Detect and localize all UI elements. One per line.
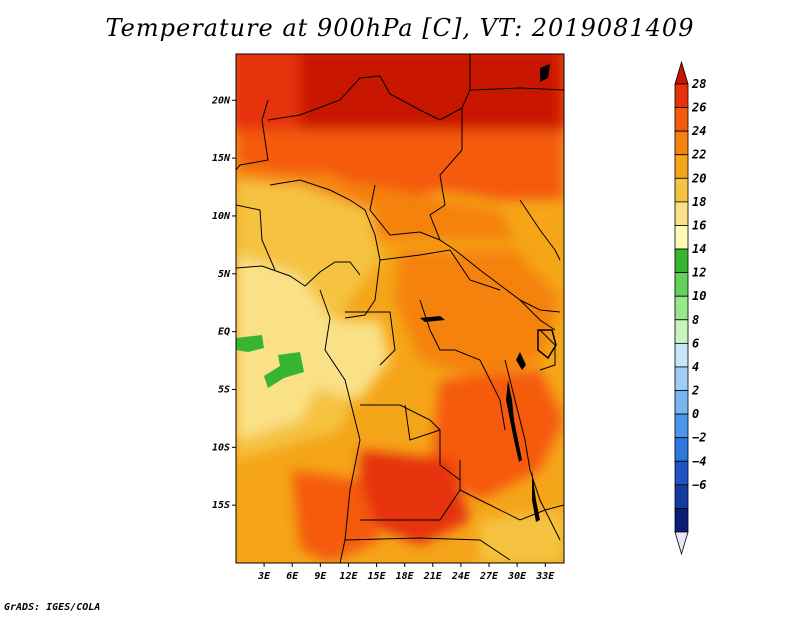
- grads-credit: GrADS: IGES/COLA: [4, 602, 101, 613]
- colorbar-swatch: [674, 484, 689, 509]
- lakes: [420, 64, 557, 522]
- colorbar-swatch: [674, 177, 689, 203]
- colorbar-label: 4: [692, 360, 699, 374]
- y-tick-label: 15S: [212, 500, 230, 511]
- colorbar-label: −4: [692, 454, 706, 468]
- colorbar-label: 16: [692, 218, 706, 232]
- colorbar-label: 2: [691, 384, 699, 398]
- colorbar-label: −6: [692, 478, 706, 492]
- x-tick-label: 30E: [507, 571, 527, 582]
- colorbar-swatch: [674, 342, 689, 368]
- x-tick-label: 6E: [286, 571, 299, 582]
- colorbar-label: 26: [691, 101, 706, 115]
- colorbar-top-arrow: [674, 60, 689, 85]
- y-tick-label: EQ: [218, 327, 230, 338]
- temperature-field: [236, 54, 564, 563]
- y-tick-label: 5S: [218, 384, 230, 395]
- x-tick-label: 21E: [423, 571, 443, 582]
- colorbar-label: −2: [692, 431, 706, 445]
- colorbar-swatch: [674, 508, 689, 533]
- y-tick-label: 20N: [211, 95, 231, 106]
- x-tick-label: 24E: [451, 571, 471, 582]
- x-tick-label: 18E: [396, 571, 415, 582]
- colorbar-label: 0: [692, 407, 699, 421]
- colorbar-swatch: [674, 154, 689, 179]
- colorbar-label: 10: [692, 289, 706, 303]
- colorbar-label: 8: [692, 313, 699, 327]
- longitude-axis: 3E 6E 9E 12E 15E 18E 21E 24E 27E 30E 33E: [257, 563, 555, 582]
- temperature-map: 3E 6E 9E 12E 15E 18E 21E 24E 27E 30E 33E 20N 15N 10N…: [211, 53, 706, 582]
- colorbar-swatch: [674, 272, 689, 297]
- x-tick-label: 9E: [314, 571, 327, 582]
- colorbar-swatch: [674, 295, 689, 321]
- y-tick-label: 15N: [212, 153, 231, 164]
- colorbar-swatch: [674, 437, 689, 462]
- colorbar-swatch: [674, 366, 689, 391]
- x-tick-label: 12E: [339, 571, 358, 582]
- colorbar-swatch: [674, 130, 689, 156]
- colorbar-label: 12: [692, 266, 706, 280]
- x-tick-label: 15E: [368, 571, 387, 582]
- colorbar-label: 22: [691, 148, 706, 162]
- latitude-axis: 20N 15N 10N 5N EQ 5S 10S 15S: [211, 95, 236, 511]
- colorbar-swatch: [674, 83, 689, 108]
- colorbar-label: 18: [692, 195, 706, 209]
- x-tick-label: 3E: [257, 571, 271, 582]
- country-borders: [236, 54, 564, 563]
- y-tick-label: 10S: [212, 442, 230, 453]
- colorbar-swatch: [674, 319, 689, 344]
- map-frame: [235, 53, 565, 564]
- colorbar-swatch: [674, 107, 689, 132]
- colorbar-label: 20: [691, 171, 706, 185]
- colorbar-swatch: [674, 248, 689, 274]
- colorbar-swatch: [674, 201, 689, 226]
- colorbar-swatch: [674, 390, 689, 415]
- colorbar-label: 14: [692, 242, 706, 256]
- colorbar-label: 28: [691, 77, 706, 91]
- colorbar-label: 24: [691, 124, 706, 138]
- colorbar-swatch: [674, 413, 689, 439]
- map-title: Temperature at 900hPa [C], VT: 201908140…: [105, 14, 695, 42]
- x-tick-label: 27E: [479, 571, 499, 582]
- x-tick-label: 33E: [535, 571, 555, 582]
- colorbar-label: 6: [692, 336, 699, 350]
- colorbar-swatch: [674, 225, 689, 250]
- colorbar-bottom-arrow: [674, 531, 689, 556]
- y-tick-label: 10N: [212, 211, 231, 222]
- y-tick-label: 5N: [218, 269, 231, 280]
- colorbar-swatch: [674, 460, 689, 486]
